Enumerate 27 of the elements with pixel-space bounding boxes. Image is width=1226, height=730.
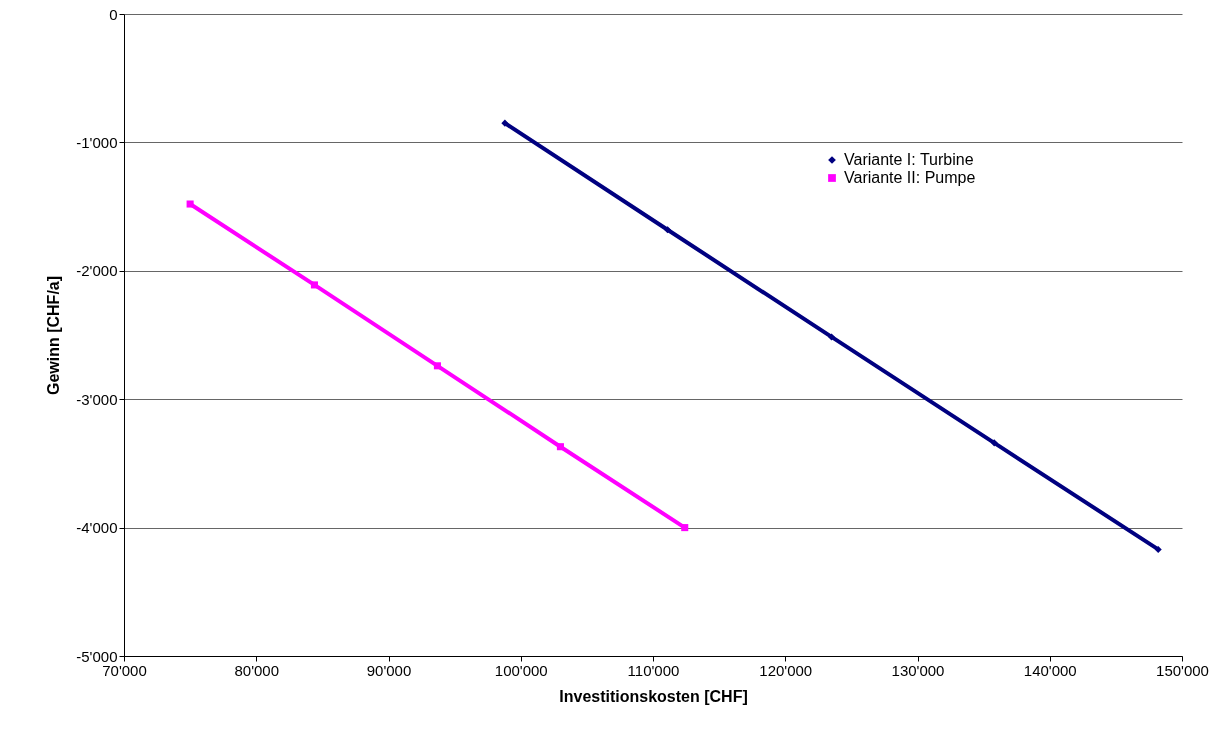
x-tick-label: 80'000 [234, 661, 280, 679]
y-tick-label: -2'000 [76, 262, 118, 280]
y-axis-title: Gewinn [CHF/a] [45, 275, 63, 396]
point [990, 439, 998, 447]
point [681, 524, 689, 532]
x-tick-label: 130'000 [891, 661, 945, 679]
point [828, 333, 836, 341]
point [556, 443, 564, 451]
point [664, 226, 672, 234]
point [1154, 545, 1162, 553]
x-tick-label: 100'000 [494, 661, 548, 679]
x-tick-label: 110'000 [627, 661, 680, 679]
y-tick-label: 0 [109, 5, 118, 23]
x-tick-label: 150'000 [1156, 661, 1209, 679]
point [433, 362, 441, 370]
y-tick-label: -3'000 [76, 390, 118, 408]
y-tick-label: -4'000 [76, 519, 118, 537]
x-tick-label: 90'000 [366, 661, 412, 679]
x-tick-label: 140'000 [1023, 661, 1077, 679]
point [186, 200, 194, 208]
point [501, 119, 509, 127]
legend-label: Variante II: Pumpe [844, 169, 976, 186]
point [310, 281, 318, 289]
x-axis-title: Investitionskosten [CHF] [559, 687, 748, 705]
x-tick-label: 120'000 [759, 661, 813, 679]
legend-label: Variante I: Turbine [844, 151, 974, 168]
y-tick-label: -1'000 [76, 133, 118, 151]
